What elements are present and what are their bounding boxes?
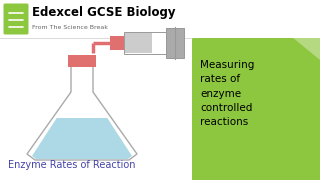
Text: From The Science Break: From The Science Break: [32, 24, 108, 30]
Text: Enzyme Rates of Reaction: Enzyme Rates of Reaction: [8, 160, 135, 170]
Bar: [110, 36, 124, 50]
Bar: [192, 0, 320, 180]
Text: GCSE
9 - 1: GCSE 9 - 1: [278, 8, 310, 39]
FancyBboxPatch shape: [4, 3, 28, 35]
Polygon shape: [247, 0, 320, 60]
Bar: [124, 32, 166, 54]
Bar: [0, 0, 320, 38]
Bar: [68, 55, 96, 67]
Text: Measuring
rates of
enzyme
controlled
reactions: Measuring rates of enzyme controlled rea…: [200, 60, 254, 127]
Text: Edexcel GCSE Biology: Edexcel GCSE Biology: [32, 6, 175, 19]
Bar: [125, 33, 152, 53]
Bar: [166, 28, 184, 58]
Polygon shape: [32, 118, 132, 159]
